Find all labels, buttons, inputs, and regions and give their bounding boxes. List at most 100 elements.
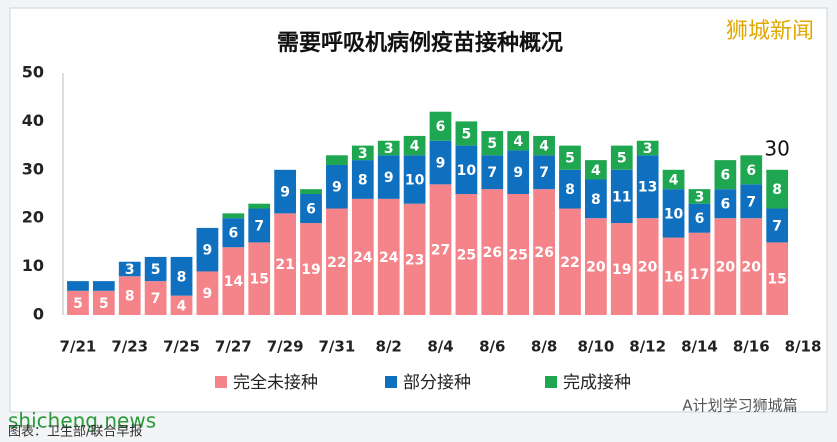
y-tick-label: 50 [22,63,44,82]
bar-segment [326,164,348,209]
data-label: 5 [617,151,627,167]
data-label: 9 [436,156,446,172]
bar-segment [196,271,219,315]
legend-label: 完全未接种 [233,373,318,393]
data-label: 4 [669,172,679,188]
x-tick-label: 7/31 [319,338,356,356]
bar-segment [429,140,452,185]
data-label: 14 [224,274,244,290]
bar-segment [714,160,737,190]
data-label: 7 [746,194,756,210]
data-label: 23 [405,252,424,268]
x-tick-label: 8/4 [427,338,453,356]
data-label: 27 [431,243,450,259]
bar-segment [455,121,478,146]
legend-swatch [385,376,397,388]
data-label: 7 [151,291,161,307]
bar-segment [222,213,245,219]
bar-segment [688,232,711,315]
data-label: 22 [327,255,346,271]
data-label: 6 [720,168,730,184]
x-tick-label: 7/25 [163,338,200,356]
data-label: 22 [560,255,579,271]
bar-segment [300,223,322,315]
data-label: 9 [384,170,394,186]
data-label: 24 [353,250,373,266]
data-label: 3 [358,146,368,162]
data-label: 19 [301,262,320,278]
bar-segment [429,111,452,141]
y-tick-label: 40 [22,111,44,130]
data-label: 20 [742,260,762,276]
data-label: 5 [151,262,161,278]
data-label: 16 [664,269,683,285]
data-label: 6 [306,202,316,218]
data-label: 9 [203,286,213,302]
data-label: 25 [457,248,476,264]
data-label: 9 [332,180,342,196]
account: A计划学习狮城篇 [682,397,797,415]
data-label: 4 [513,134,523,150]
bar-segment [533,155,555,190]
data-label: 9 [513,165,523,181]
bar-segment [67,281,89,291]
data-label: 10 [405,172,425,188]
data-label: 4 [539,139,549,155]
bar-segment [507,131,530,151]
data-label: 13 [638,180,657,196]
legend-label: 部分接种 [403,373,471,393]
data-label: 6 [228,226,238,242]
x-tick-label: 7/21 [60,338,97,356]
data-label: 7 [539,165,549,181]
data-label: 20 [638,260,658,276]
data-label: 3 [384,141,394,157]
data-label: 11 [612,189,631,205]
bar-segment [403,203,426,315]
bar-segment [351,145,374,161]
bar-segment [636,155,659,219]
data-label: 9 [203,243,213,259]
data-label: 10 [457,163,477,179]
bar-segment [429,184,452,315]
bar-segment [481,131,504,156]
data-label: 20 [586,260,606,276]
bar-segment [662,169,685,190]
data-label: 9 [280,185,290,201]
data-label: 7 [254,218,264,234]
y-tick-label: 10 [22,256,44,275]
bar-segment [455,145,478,194]
y-tick-label: 0 [33,305,44,324]
bar-segment [170,295,193,315]
bar-segment [92,281,115,291]
x-tick-label: 8/8 [531,338,557,356]
total-annotation: 30 [764,136,789,160]
bar-segment [559,208,581,315]
bar-segment [196,227,219,272]
bar-segment [688,189,711,204]
data-label: 8 [591,192,601,208]
bar-segment [636,140,659,156]
data-label: 5 [487,136,497,152]
legend-label: 完成接种 [563,373,631,393]
data-label: 25 [508,248,527,264]
data-label: 6 [746,163,756,179]
bar-segment [118,261,141,277]
data-label: 8 [177,269,187,285]
x-tick-label: 7/29 [267,338,304,356]
data-label: 24 [379,250,399,266]
data-label: 6 [695,211,705,227]
bar-segment [67,290,89,315]
data-label: 5 [73,296,83,312]
bar-segment [326,155,348,165]
data-label: 17 [690,267,709,283]
bar-segment [481,189,504,315]
bar-segment [481,155,504,190]
x-tick-label: 8/12 [629,338,666,356]
bar-segment [351,160,374,199]
data-label: 6 [436,119,446,135]
bar-segment [714,218,737,315]
data-label: 3 [125,262,135,278]
site-watermark: shicheng.news [8,409,156,433]
x-tick-label: 7/27 [215,338,252,356]
